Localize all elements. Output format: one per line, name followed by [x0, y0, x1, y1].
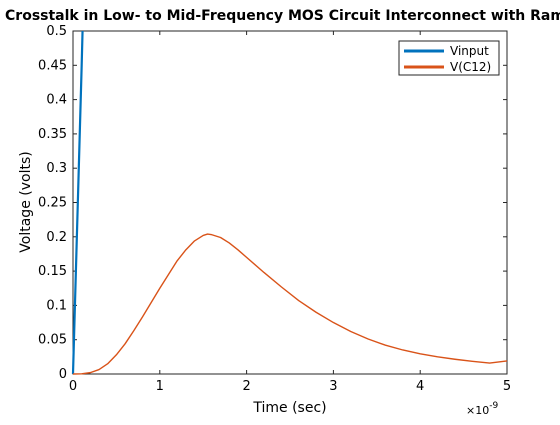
x-tick-label: 5 [503, 379, 511, 394]
y-tick-label: 0.45 [38, 58, 67, 73]
y-axis-ticks: 0 0.05 0.1 0.15 0.2 0.25 0.3 0.35 0.4 0.45 0.5 [38, 24, 507, 382]
x-axis-label: Time (sec) [252, 400, 326, 416]
plot-area [72, 30, 508, 375]
y-tick-label: 0.4 [46, 93, 67, 108]
x-tick-label: 2 [242, 379, 250, 394]
chart-title: Crosstalk in Low- to Mid-Frequency MOS C… [5, 8, 560, 24]
series-line-vinput [71, 30, 84, 375]
y-tick-label: 0.25 [38, 196, 67, 211]
legend-label-vinput: Vinput [450, 44, 489, 58]
x-tick-label: 0 [69, 379, 77, 394]
series-layer [71, 30, 508, 375]
x-tick-label: 3 [329, 379, 337, 394]
legend-box [398, 40, 500, 76]
y-tick-label: 0.05 [38, 333, 67, 348]
y-tick-label: 0.3 [46, 161, 67, 176]
x-axis-ticks: 0 1 2 3 4 5 [69, 31, 511, 394]
y-tick-label: 0.2 [46, 230, 67, 245]
series-line-vc12 [72, 233, 508, 375]
x-tick-label: 1 [156, 379, 164, 394]
y-tick-label: 0.15 [38, 264, 67, 279]
y-axis-label: Voltage (volts) [18, 151, 34, 252]
y-tick-label: 0.35 [38, 127, 67, 142]
legend-label-vc12: V(C12) [450, 60, 491, 74]
y-tick-label: 0 [59, 367, 67, 382]
x-tick-label: 4 [416, 379, 424, 394]
y-tick-label: 0.5 [46, 24, 67, 39]
y-tick-label: 0.1 [46, 298, 67, 313]
x-axis-exponent: ×10-9 [466, 401, 498, 417]
legend: Vinput V(C12) [398, 40, 500, 76]
